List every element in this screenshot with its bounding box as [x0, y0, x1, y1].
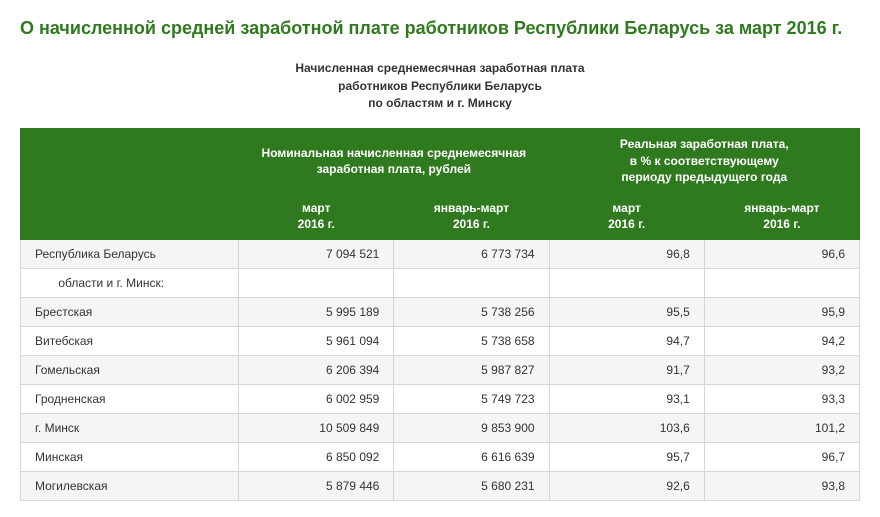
value-cell: 9 853 900	[394, 414, 549, 443]
region-cell: Брестская	[21, 298, 239, 327]
header-sub: март2016 г.	[239, 193, 394, 240]
value-cell: 5 879 446	[239, 472, 394, 501]
value-cell: 103,6	[549, 414, 704, 443]
value-cell: 95,9	[704, 298, 859, 327]
table-row: Витебская5 961 0945 738 65894,794,2	[21, 327, 860, 356]
table-row: Брестская5 995 1895 738 25695,595,9	[21, 298, 860, 327]
value-cell: 7 094 521	[239, 240, 394, 269]
region-cell: Могилевская	[21, 472, 239, 501]
value-cell: 5 995 189	[239, 298, 394, 327]
table-header: Номинальная начисленная среднемесячная з…	[21, 129, 860, 240]
value-cell: 6 616 639	[394, 443, 549, 472]
region-cell: Гродненская	[21, 385, 239, 414]
value-cell: 101,2	[704, 414, 859, 443]
value-cell: 93,3	[704, 385, 859, 414]
value-cell: 93,1	[549, 385, 704, 414]
table-body: Республика Беларусь7 094 5216 773 73496,…	[21, 240, 860, 501]
value-cell: 6 773 734	[394, 240, 549, 269]
region-cell: Гомельская	[21, 356, 239, 385]
value-cell: 5 738 256	[394, 298, 549, 327]
subtitle-line: Начисленная среднемесячная заработная пл…	[295, 61, 584, 75]
value-cell: 94,2	[704, 327, 859, 356]
value-cell	[704, 269, 859, 298]
table-row: области и г. Минск:	[21, 269, 860, 298]
value-cell: 6 850 092	[239, 443, 394, 472]
header-sub: январь-март2016 г.	[704, 193, 859, 240]
value-cell: 5 738 658	[394, 327, 549, 356]
region-cell: Минская	[21, 443, 239, 472]
header-sub: январь-март2016 г.	[394, 193, 549, 240]
value-cell	[549, 269, 704, 298]
header-group-real: Реальная заработная плата,в % к соответс…	[549, 129, 859, 193]
region-cell: Республика Беларусь	[21, 240, 239, 269]
value-cell: 10 509 849	[239, 414, 394, 443]
value-cell: 95,7	[549, 443, 704, 472]
region-cell: области и г. Минск:	[21, 269, 239, 298]
table-row: Могилевская5 879 4465 680 23192,693,8	[21, 472, 860, 501]
value-cell: 6 206 394	[239, 356, 394, 385]
table-subtitle: Начисленная среднемесячная заработная пл…	[20, 60, 860, 112]
table-row: Минская6 850 0926 616 63995,796,7	[21, 443, 860, 472]
value-cell: 94,7	[549, 327, 704, 356]
table-row: Гродненская6 002 9595 749 72393,193,3	[21, 385, 860, 414]
region-cell: г. Минск	[21, 414, 239, 443]
value-cell: 96,6	[704, 240, 859, 269]
table-row: г. Минск10 509 8499 853 900103,6101,2	[21, 414, 860, 443]
value-cell: 5 961 094	[239, 327, 394, 356]
header-sub: март2016 г.	[549, 193, 704, 240]
page-title: О начисленной средней заработной плате р…	[20, 16, 860, 40]
value-cell: 6 002 959	[239, 385, 394, 414]
subtitle-line: по областям и г. Минску	[368, 96, 512, 110]
value-cell: 96,7	[704, 443, 859, 472]
value-cell	[239, 269, 394, 298]
region-cell: Витебская	[21, 327, 239, 356]
value-cell: 5 680 231	[394, 472, 549, 501]
table-row: Гомельская6 206 3945 987 82791,793,2	[21, 356, 860, 385]
salary-table: Номинальная начисленная среднемесячная з…	[20, 128, 860, 501]
value-cell: 5 749 723	[394, 385, 549, 414]
value-cell	[394, 269, 549, 298]
value-cell: 95,5	[549, 298, 704, 327]
value-cell: 96,8	[549, 240, 704, 269]
header-blank	[21, 129, 239, 240]
value-cell: 93,2	[704, 356, 859, 385]
value-cell: 91,7	[549, 356, 704, 385]
subtitle-line: работников Республики Беларусь	[338, 79, 542, 93]
value-cell: 92,6	[549, 472, 704, 501]
table-row: Республика Беларусь7 094 5216 773 73496,…	[21, 240, 860, 269]
value-cell: 5 987 827	[394, 356, 549, 385]
value-cell: 93,8	[704, 472, 859, 501]
header-group-nominal: Номинальная начисленная среднемесячная з…	[239, 129, 549, 193]
